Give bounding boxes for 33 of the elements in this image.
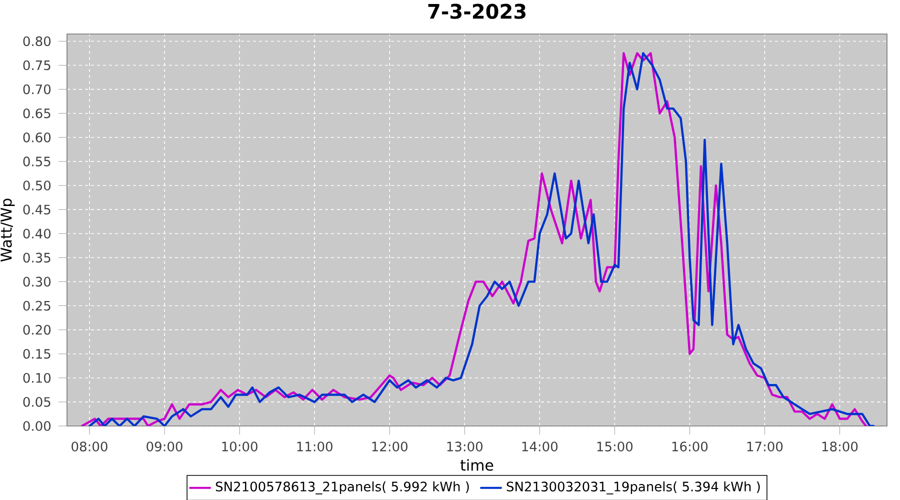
y-tick-label: 0.00 — [23, 421, 51, 431]
x-tick-label: 11:00 — [297, 442, 332, 452]
x-tick-label: 13:00 — [447, 442, 482, 452]
x-tick-label: 10:00 — [222, 442, 258, 452]
y-tick-label: 0.25 — [23, 300, 50, 311]
y-tick-label: 0.05 — [23, 397, 50, 407]
y-tick-label: 0.30 — [23, 276, 51, 287]
x-tick-label: 18:00 — [822, 442, 858, 452]
y-tick-label: 0.50 — [23, 180, 51, 190]
x-tick-label: 14:00 — [522, 442, 558, 452]
x-tick-label: 12:00 — [372, 442, 408, 452]
x-tick-label: 15:00 — [597, 442, 633, 452]
legend-label: SN2130032031_19panels( 5.394 kWh ) — [506, 481, 760, 494]
y-tick-label: 0.75 — [23, 60, 50, 70]
y-tick-label: 0.65 — [23, 108, 50, 118]
x-tick-label: 09:00 — [146, 442, 182, 452]
y-tick-label: 0.40 — [23, 228, 51, 239]
y-tick-label: 0.45 — [23, 204, 50, 214]
x-tick-label: 16:00 — [672, 442, 708, 452]
x-axis-title: time — [460, 459, 494, 471]
y-tick-label: 0.20 — [23, 324, 51, 335]
x-tick-label: 08:00 — [72, 442, 108, 452]
y-tick-label: 0.60 — [23, 132, 51, 142]
x-tick-label: 17:00 — [747, 442, 783, 452]
y-tick-label: 0.55 — [23, 156, 50, 166]
legend-label: SN2100578613_21panels( 5.992 kWh ) — [216, 481, 469, 494]
y-tick-label: 0.15 — [23, 348, 50, 359]
y-tick-label: 0.80 — [23, 36, 51, 46]
y-tick-label: 0.35 — [23, 252, 50, 263]
y-axis-title: Watt/Wp — [0, 198, 15, 262]
chart-title: 7-3-2023 — [428, 4, 526, 19]
y-tick-label: 0.70 — [23, 84, 51, 94]
y-tick-label: 0.10 — [23, 373, 51, 383]
